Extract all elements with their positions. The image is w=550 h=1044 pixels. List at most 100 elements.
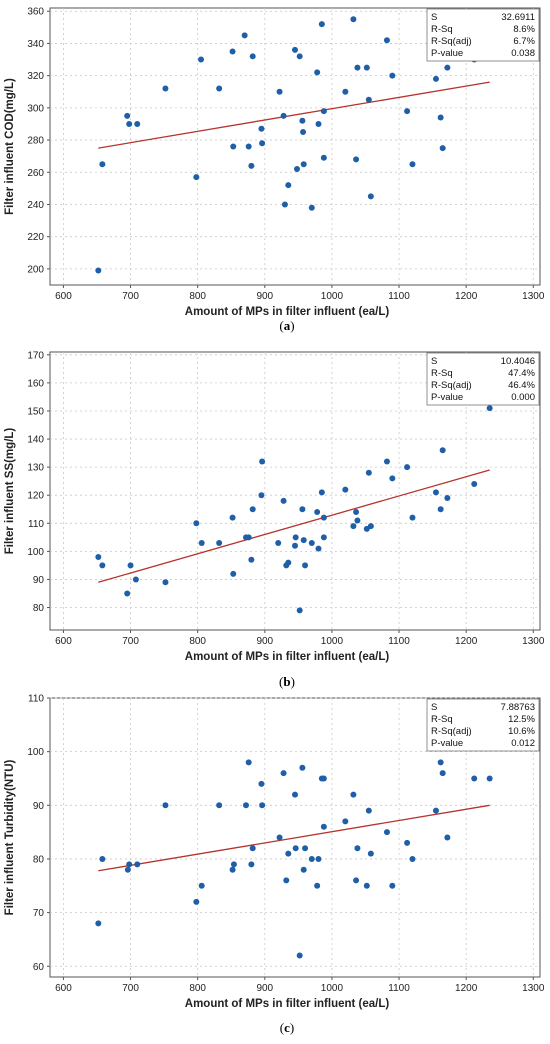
data-point — [162, 579, 169, 586]
figure-caption: (b) — [279, 674, 295, 689]
y-tick-label: 120 — [27, 491, 44, 502]
y-tick-label: 110 — [28, 694, 44, 705]
y-tick-label: 300 — [27, 103, 44, 114]
x-tick-label: 1000 — [321, 983, 344, 994]
x-tick-label: 1100 — [388, 291, 410, 302]
y-tick-label: 90 — [33, 801, 45, 812]
stats-label: R-Sq(adj) — [431, 726, 472, 737]
data-point — [389, 475, 396, 482]
data-point — [363, 64, 370, 71]
data-point — [308, 204, 315, 211]
data-point — [486, 775, 493, 782]
data-point — [300, 537, 307, 544]
data-point — [439, 770, 446, 777]
data-point — [404, 108, 411, 115]
data-point — [486, 405, 493, 412]
data-point — [248, 162, 255, 169]
x-tick-label: 1100 — [388, 636, 410, 647]
x-tick-label: 900 — [256, 291, 273, 302]
data-point — [342, 818, 349, 825]
stats-box — [426, 352, 540, 406]
data-point — [193, 898, 200, 905]
data-point — [365, 807, 372, 814]
data-point — [249, 53, 256, 60]
data-point — [99, 562, 106, 569]
data-point — [292, 542, 298, 549]
data-point — [367, 193, 374, 200]
y-axis-label: Filter influent Turbidity(NTU) — [4, 760, 16, 916]
figure-caption: (c) — [280, 1020, 294, 1035]
data-point — [299, 506, 306, 513]
stats-label: P-value — [431, 48, 463, 59]
chart-a: 600 700 800 900 1000 1100 1200 1300 200 220 240 260… — [4, 7, 545, 333]
data-point — [350, 16, 357, 23]
x-tick-label: 1300 — [522, 291, 545, 302]
data-point — [248, 556, 255, 563]
y-tick-label: 80 — [33, 854, 45, 865]
data-point — [409, 161, 416, 168]
x-tick-label: 1100 — [388, 983, 410, 994]
data-point — [95, 920, 102, 927]
data-point — [230, 861, 237, 868]
stats-value: 10.4046 — [501, 356, 535, 367]
stats-label: P-value — [431, 738, 463, 749]
data-point — [259, 458, 266, 465]
y-tick-label: 360 — [27, 7, 44, 18]
stats-value: 0.012 — [511, 738, 535, 749]
data-point — [198, 539, 205, 546]
x-tick-label: 1000 — [321, 291, 344, 302]
stats-value: 7.88763 — [501, 702, 535, 713]
data-point — [229, 48, 236, 55]
data-point — [404, 839, 411, 846]
data-point — [285, 559, 292, 566]
stats-label: S — [431, 356, 437, 367]
data-point — [245, 759, 252, 766]
stats-label: S — [431, 702, 437, 713]
stats-box — [426, 8, 540, 62]
data-point — [300, 866, 307, 873]
data-point — [350, 523, 357, 530]
data-point — [124, 866, 131, 873]
data-point — [409, 855, 416, 862]
stats-label: R-Sq — [431, 714, 453, 725]
stats-value: 0.038 — [511, 48, 535, 59]
data-point — [216, 802, 223, 809]
fit-line — [98, 81, 490, 149]
data-point — [367, 523, 374, 530]
data-point — [296, 952, 303, 959]
data-point — [245, 534, 252, 541]
x-tick-label: 600 — [55, 636, 72, 647]
y-tick-label: 320 — [27, 71, 44, 82]
y-tick-label: 130 — [27, 463, 44, 474]
y-tick-label: 100 — [27, 547, 44, 558]
data-point — [259, 802, 266, 809]
data-point — [95, 553, 102, 560]
data-point — [363, 882, 370, 889]
data-point — [315, 855, 322, 862]
data-point — [365, 96, 372, 103]
data-point — [300, 129, 307, 136]
stats-label: S — [431, 12, 437, 23]
data-point — [193, 520, 200, 527]
data-point — [258, 492, 265, 499]
data-point — [383, 458, 390, 465]
data-point — [437, 506, 444, 513]
y-tick-label: 160 — [27, 378, 44, 389]
x-axis-label: Amount of MPs in filter influent (ea/L) — [185, 306, 390, 318]
y-tick-label: 100 — [27, 747, 44, 758]
fit-line — [98, 469, 490, 583]
data-point — [314, 882, 321, 889]
stats-value: 46.4% — [508, 380, 535, 391]
data-point — [127, 562, 134, 569]
data-point — [342, 88, 349, 95]
data-point — [281, 201, 288, 208]
data-point — [320, 823, 327, 830]
data-point — [308, 855, 315, 862]
stats-label: R-Sq(adj) — [431, 36, 472, 47]
fit-line — [98, 804, 490, 872]
data-point — [283, 877, 290, 884]
stats-value: 0.000 — [511, 392, 535, 403]
data-point — [354, 517, 361, 524]
x-tick-label: 1200 — [455, 983, 478, 994]
data-point — [276, 834, 283, 841]
